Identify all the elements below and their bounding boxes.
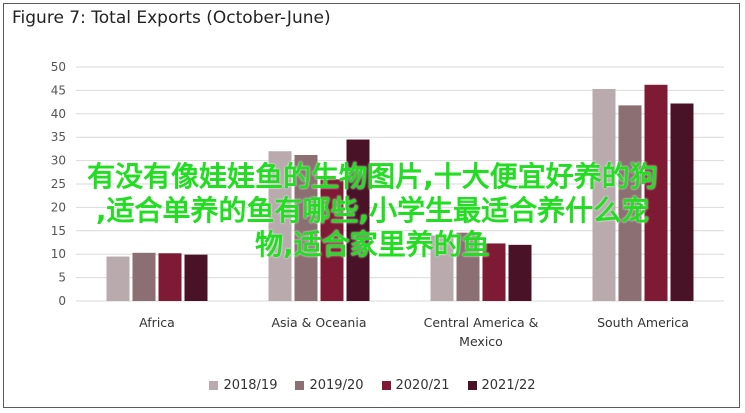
y-tick-label: 30 — [51, 154, 66, 168]
bar — [592, 88, 616, 301]
legend-swatch — [381, 381, 391, 390]
y-tick-label: 0 — [58, 294, 66, 308]
legend-label: 2019/20 — [309, 378, 364, 393]
x-tick-label: Asia & Oceania — [271, 315, 366, 330]
legend-label: 2018/19 — [223, 378, 278, 393]
legend-item: 2018/19 — [209, 378, 277, 393]
bar — [158, 253, 182, 301]
x-tick-label: South America — [597, 315, 689, 330]
chart-frame — [3, 3, 740, 408]
y-tick-label: 25 — [51, 177, 66, 191]
legend-swatch — [295, 381, 305, 390]
legend-item: 2020/21 — [381, 378, 450, 393]
x-tick-label: Africa — [139, 315, 175, 330]
y-tick-label: 20 — [51, 200, 66, 214]
legend-label: 2021/22 — [481, 378, 536, 393]
bar — [644, 84, 668, 301]
y-tick-label: 15 — [51, 224, 66, 238]
legend-swatch — [467, 381, 477, 390]
bar — [430, 235, 454, 301]
x-tick-label: Mexico — [459, 334, 503, 349]
bar — [482, 243, 506, 301]
y-tick-label: 45 — [51, 83, 66, 97]
bar — [132, 252, 156, 301]
bar — [456, 232, 480, 301]
bar — [346, 139, 370, 301]
bar — [320, 179, 344, 301]
bar — [508, 244, 532, 301]
x-tick-label: Central America & — [424, 315, 539, 330]
bar — [184, 254, 208, 301]
legend-label: 2020/21 — [395, 378, 450, 393]
bar — [106, 256, 130, 301]
chart-title: Figure 7: Total Exports (October-June) — [12, 8, 331, 28]
legend-item: 2019/20 — [295, 378, 364, 393]
y-tick-label: 50 — [51, 60, 66, 74]
legend-swatch — [209, 381, 219, 390]
bar — [268, 151, 292, 301]
bar — [670, 103, 694, 301]
legend-item: 2021/22 — [467, 378, 536, 393]
y-tick-label: 35 — [51, 130, 66, 144]
chart-legend: 2018/19 2019/20 2020/21 2021/22 — [0, 378, 745, 393]
bar — [294, 154, 318, 301]
y-tick-label: 40 — [51, 107, 66, 121]
y-tick-label: 5 — [58, 271, 66, 285]
y-tick-label: 10 — [51, 247, 66, 261]
bar — [618, 105, 642, 301]
